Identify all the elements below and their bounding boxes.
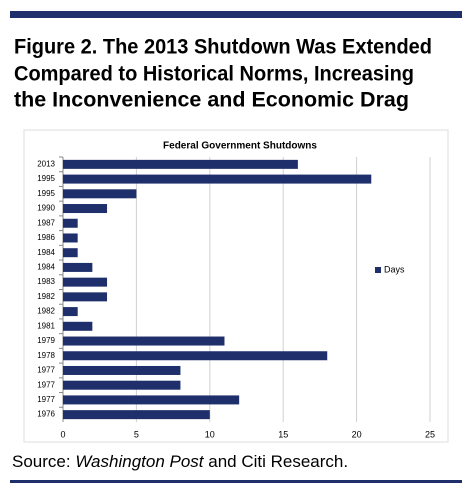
x-tick-label: 25 bbox=[425, 429, 435, 439]
y-tick-label: 1982 bbox=[37, 292, 55, 301]
y-tick-label: 1977 bbox=[37, 395, 55, 404]
bar bbox=[63, 395, 240, 405]
x-tick-label: 5 bbox=[134, 429, 139, 439]
y-tick-label: 1979 bbox=[37, 336, 55, 345]
y-tick-label: 1995 bbox=[37, 174, 55, 183]
source: Source: Washington Post and Citi Researc… bbox=[12, 452, 348, 471]
x-tick-label: 20 bbox=[352, 429, 362, 439]
chart-frame bbox=[23, 129, 449, 443]
chart-title: Federal Government Shutdowns bbox=[163, 141, 317, 152]
bar bbox=[63, 204, 108, 214]
y-tick-label: 1977 bbox=[37, 366, 55, 375]
y-tick-label: 1990 bbox=[37, 204, 55, 213]
plot: 0 5 10 15 20 25 2013 1995 1995 1990 1987 1986 1984 19… bbox=[37, 156, 435, 439]
figure-title: Compared to Historical Norms, Increasing bbox=[14, 63, 414, 86]
bar bbox=[63, 380, 181, 390]
bar bbox=[63, 174, 372, 184]
x-tick-label: 10 bbox=[205, 429, 215, 439]
legend-label: Days bbox=[384, 264, 405, 274]
bar bbox=[63, 248, 78, 258]
bar bbox=[63, 277, 108, 287]
y-tick-label: 1978 bbox=[37, 351, 55, 360]
bar bbox=[63, 365, 181, 375]
legend-swatch bbox=[375, 267, 381, 273]
x-tick-label: 0 bbox=[60, 429, 65, 439]
y-tick-label: 1986 bbox=[37, 233, 55, 242]
bar bbox=[63, 307, 78, 317]
source-text: and Citi Research. bbox=[204, 452, 349, 471]
y-tick-label: 1976 bbox=[37, 410, 55, 419]
bar bbox=[63, 233, 78, 243]
bottom-rule bbox=[10, 480, 462, 483]
bar bbox=[63, 218, 78, 228]
source-text: Source: bbox=[12, 452, 75, 471]
bar bbox=[63, 410, 210, 420]
y-tick-label: 1984 bbox=[37, 263, 55, 272]
y-tick-label: 1977 bbox=[37, 380, 55, 389]
x-tick-label: 15 bbox=[278, 429, 288, 439]
y-tick-label: 1995 bbox=[37, 189, 55, 198]
figure-title: the Inconvenience and Economic Drag bbox=[14, 89, 409, 112]
figure-title: Figure 2. The 2013 Shutdown Was Extended bbox=[14, 36, 432, 59]
top-rule bbox=[10, 11, 462, 18]
y-tick-label: 2013 bbox=[37, 159, 55, 168]
y-tick-label: 1981 bbox=[37, 321, 55, 330]
bar bbox=[63, 336, 225, 346]
y-tick-label: 1982 bbox=[37, 307, 55, 316]
bar bbox=[63, 292, 108, 302]
source-text: Washington Post bbox=[75, 452, 204, 471]
y-tick-label: 1987 bbox=[37, 218, 55, 227]
bar bbox=[63, 159, 298, 169]
y-tick-label: 1984 bbox=[37, 248, 55, 257]
bar bbox=[63, 189, 137, 199]
bar bbox=[63, 321, 93, 331]
y-tick-label: 1983 bbox=[37, 277, 55, 286]
bar bbox=[63, 351, 328, 361]
bar bbox=[63, 262, 93, 272]
